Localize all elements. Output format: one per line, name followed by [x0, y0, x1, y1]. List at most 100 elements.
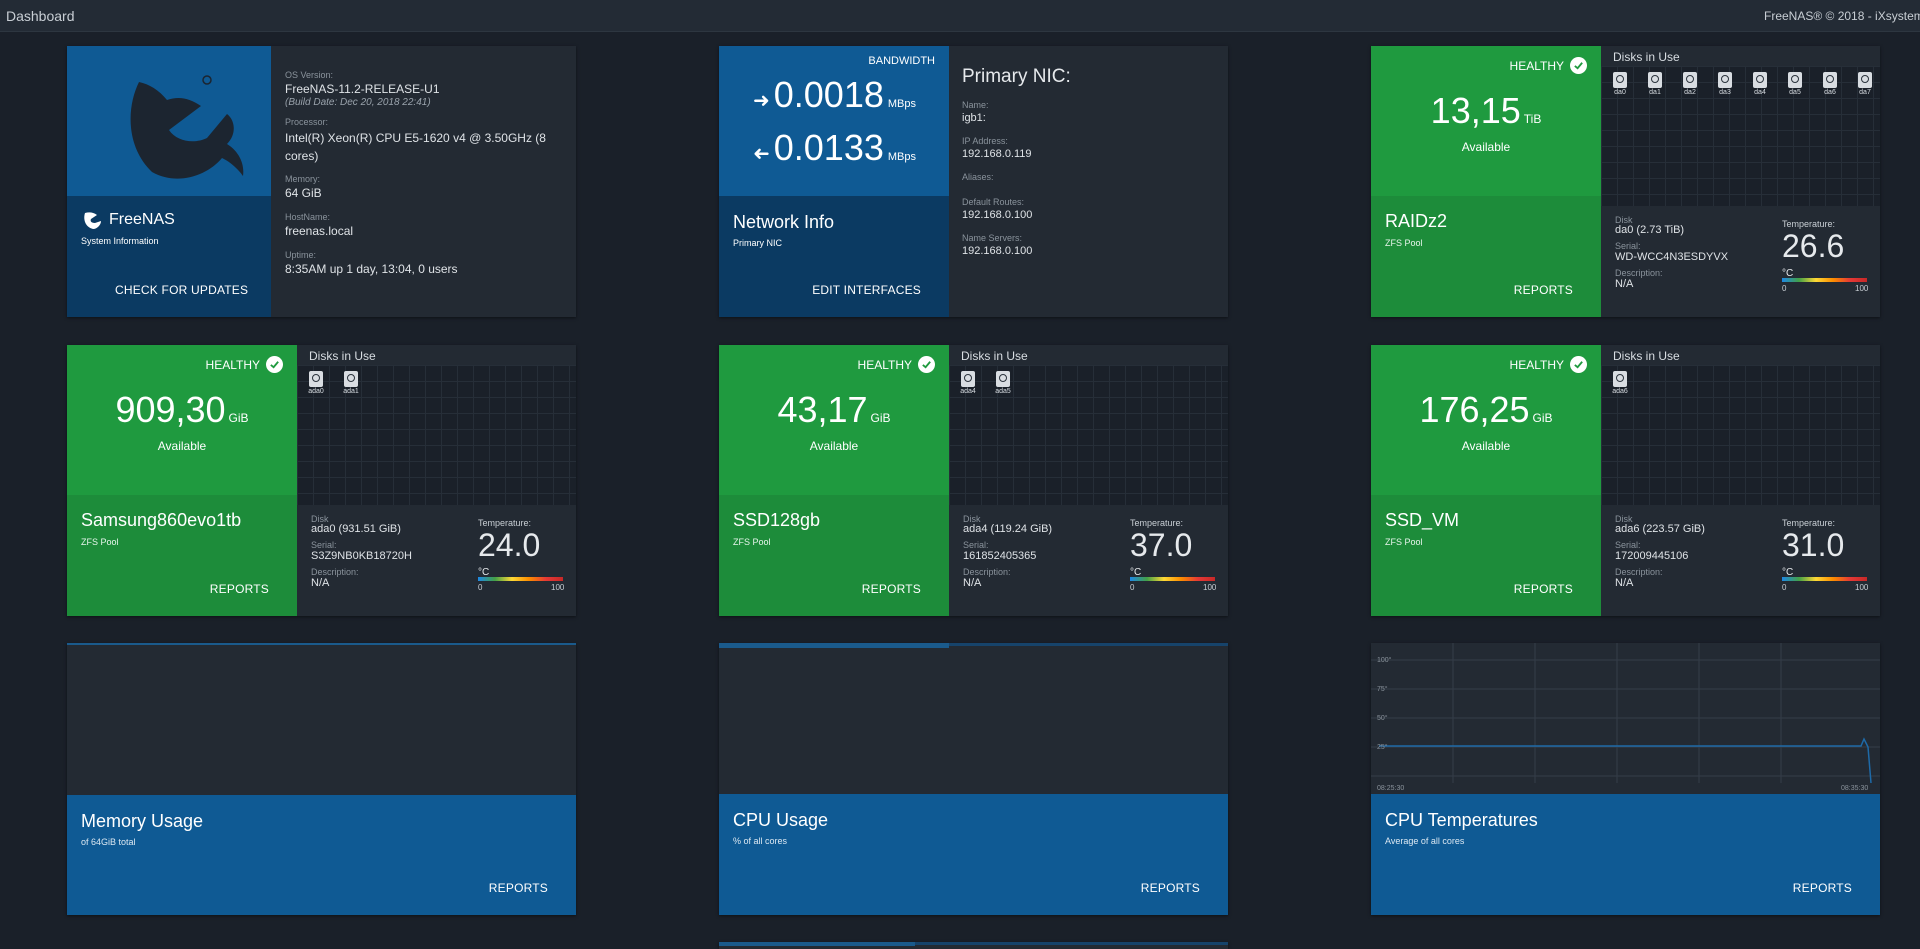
pool-health-status: HEALTHY: [1510, 57, 1587, 74]
serial-value: 172009445106: [1615, 550, 1689, 562]
disk-info-panel: Disk ada0 (931.51 GiB) Serial: S3Z9NB0KB…: [297, 505, 576, 616]
pool-reports-button[interactable]: REPORTS: [861, 582, 921, 596]
healthy-label: HEALTHY: [1509, 58, 1564, 73]
temperature-max: 100: [1203, 583, 1217, 592]
serial-value: WD-WCC4N3ESDYVX: [1615, 251, 1729, 263]
memory-reports-button[interactable]: REPORTS: [488, 881, 548, 895]
available-label: Available: [809, 439, 859, 453]
disk-grid: ada0 ada1: [297, 365, 576, 505]
disk-item[interactable]: ada0: [303, 371, 329, 395]
description-label: Description:: [1615, 567, 1663, 577]
hard-drive-icon: [1858, 72, 1872, 88]
disk-item[interactable]: ada4: [955, 371, 981, 395]
cpu-temp-chart-svg: 100° 75° 50° 25° 08:25:30 08:35:30: [1371, 643, 1880, 792]
pool-available-size: 43,17 GiB: [719, 389, 949, 431]
temperature-scale-bar: [1782, 577, 1867, 581]
disk-label: Disk: [311, 514, 329, 524]
cpu-progress-line: [719, 643, 949, 648]
routes-value: 192.168.0.100: [962, 209, 1033, 221]
pool-reports-button[interactable]: REPORTS: [1513, 283, 1573, 297]
sysinfo-logo-panel: [67, 46, 271, 196]
freenas-brand-text: FreeNAS: [109, 211, 175, 228]
temperature-min: 0: [478, 583, 483, 592]
check-circle-icon: [266, 356, 283, 373]
description-value: N/A: [1615, 577, 1634, 589]
disks-in-use-panel: Disks in Use ada6: [1601, 345, 1880, 505]
pool-type: ZFS Pool: [1385, 537, 1423, 547]
memory-label: Memory:: [285, 174, 321, 184]
temperature-scale-bar: [1130, 577, 1215, 581]
disks-in-use-header: Disks in Use: [1601, 345, 1880, 365]
disk-name: ada0: [308, 388, 324, 395]
pool-reports-button[interactable]: REPORTS: [209, 582, 269, 596]
memory-usage-card: Memory Usage of 64GiB total REPORTS: [67, 643, 576, 915]
cpu-temp-subtitle: Average of all cores: [1385, 836, 1465, 846]
sysinfo-subtitle: System Information: [81, 236, 159, 246]
cpu-title: CPU Usage: [733, 810, 829, 830]
disk-label: Disk: [1615, 215, 1633, 225]
temperature-max: 100: [551, 583, 565, 592]
memory-progress-line: [67, 643, 576, 645]
xtick-end: 08:35:30: [1841, 785, 1868, 792]
disk-item[interactable]: ada1: [338, 371, 364, 395]
network-title: Network Info: [733, 212, 835, 232]
disk-item[interactable]: ada6: [1607, 371, 1633, 395]
pool-card-raidz2: HEALTHY 13,15 TiB Available RAIDz2 ZFS Po…: [1371, 46, 1880, 317]
disk-item[interactable]: da4: [1747, 72, 1773, 96]
cpu-reports-button[interactable]: REPORTS: [1140, 881, 1200, 895]
disk-value: ada0 (931.51 GiB): [311, 523, 401, 535]
disk-item[interactable]: da2: [1677, 72, 1703, 96]
cpu-usage-card: CPU Usage % of all cores REPORTS: [719, 643, 1228, 915]
description-label: Description:: [963, 567, 1011, 577]
cpu-temp-reports-button[interactable]: REPORTS: [1792, 881, 1852, 895]
disk-item[interactable]: da3: [1712, 72, 1738, 96]
disk-name: da0: [1614, 89, 1626, 96]
xtick-start: 08:25:30: [1377, 785, 1404, 792]
disk-name: ada4: [960, 388, 976, 395]
page-title: Dashboard: [6, 8, 75, 24]
check-for-updates-button[interactable]: CHECK FOR UPDATES: [115, 283, 249, 297]
temperature-scale-bar: [1782, 278, 1867, 282]
temperature-unit: °C: [1782, 268, 1794, 279]
hard-drive-icon: [961, 371, 975, 387]
cpu-temp-line: [1379, 737, 1872, 784]
pool-type: ZFS Pool: [733, 537, 771, 547]
disk-grid: ada4 ada5: [949, 365, 1228, 505]
disk-item[interactable]: da5: [1782, 72, 1808, 96]
cpu-temp-chart: 100° 75° 50° 25° 08:25:30 08:35:30: [1371, 643, 1880, 794]
disk-item[interactable]: da7: [1852, 72, 1878, 96]
pool-size-unit: GiB: [228, 411, 249, 425]
pool-name: SSD_VM: [1385, 510, 1460, 530]
freenas-shark-logo-icon: [130, 75, 244, 179]
disk-grid: da0 da1 da2 da3 da4 da5 da6 da7: [1601, 66, 1880, 206]
pool-size-unit: GiB: [1532, 411, 1553, 425]
check-circle-icon: [1570, 356, 1587, 373]
disk-name: ada6: [1612, 388, 1628, 395]
disk-label: Disk: [1615, 514, 1633, 524]
disk-item[interactable]: da6: [1817, 72, 1843, 96]
pool-card-samsung: HEALTHY 909,30 GiB Available Samsung860ev…: [67, 345, 576, 616]
cpu-subtitle: % of all cores: [733, 836, 788, 846]
system-info-card: FreeNAS System Information CHECK FOR UPD…: [67, 46, 576, 317]
disk-name: da6: [1824, 89, 1836, 96]
disk-item[interactable]: da1: [1642, 72, 1668, 96]
healthy-label: HEALTHY: [857, 357, 912, 372]
disk-item[interactable]: da0: [1607, 72, 1633, 96]
processor-label: Processor:: [285, 117, 329, 127]
cpu-temp-footer: CPU Temperatures Average of all cores RE…: [1371, 794, 1880, 915]
temperature-max: 100: [1855, 284, 1869, 293]
pool-card-ssdvm: HEALTHY 176,25 GiB Available SSD_VM ZFS P…: [1371, 345, 1880, 616]
serial-value: 161852405365: [963, 550, 1037, 562]
nic-details: Primary NIC: Name: igb1: IP Address: 192…: [962, 66, 1212, 257]
bandwidth-in-unit: MBps: [887, 151, 916, 163]
pool-size-unit: TiB: [1523, 112, 1542, 126]
pool-reports-button[interactable]: REPORTS: [1513, 582, 1573, 596]
network-footer: Network Info Primary NIC EDIT INTERFACES: [719, 196, 949, 317]
freenas-brand: FreeNAS: [81, 209, 175, 231]
disk-item[interactable]: ada5: [990, 371, 1016, 395]
nic-name-label: Name:: [962, 100, 989, 110]
network-info-card: BANDWIDTH ➜ 0.0018 MBps ➜ 0.0133 MBps Ne…: [719, 46, 1228, 317]
memory-value: 64 GiB: [285, 186, 322, 200]
pool-size-value: 176,25: [1419, 389, 1530, 430]
edit-interfaces-button[interactable]: EDIT INTERFACES: [812, 283, 921, 297]
